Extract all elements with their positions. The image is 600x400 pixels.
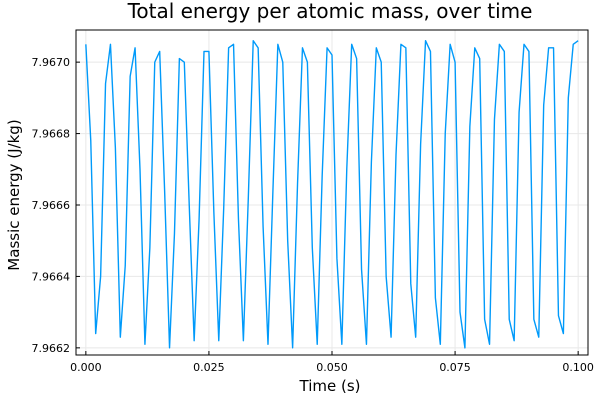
x-tick-label: 0.075 [439,361,471,374]
y-tick-label: 7.9662 [32,342,71,355]
x-axis-label: Time (s) [299,377,361,395]
y-axis-label: Massic energy (J/kg) [5,119,23,270]
y-axis: 7.9662 7.9664 7.9666 7.9668 7.9670 [32,56,80,355]
x-tick-label: 0.100 [562,361,594,374]
x-tick-label: 0.000 [70,361,102,374]
x-tick-label: 0.025 [193,361,225,374]
x-tick-label: 0.050 [316,361,348,374]
y-tick-label: 7.9664 [32,270,71,283]
x-axis: 0.000 0.025 0.050 0.075 0.100 [70,351,594,374]
y-tick-label: 7.9668 [32,128,71,141]
y-tick-label: 7.9666 [32,199,71,212]
y-tick-label: 7.9670 [32,56,71,69]
grid [76,30,588,355]
chart-title: Total energy per atomic mass, over time [127,0,533,23]
series-line [85,40,579,349]
